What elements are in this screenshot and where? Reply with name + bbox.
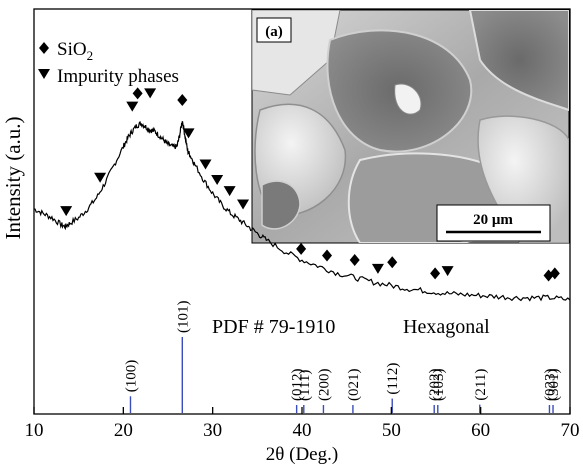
x-axis-ticks: 10 20 30 40 50 60 70 bbox=[25, 407, 580, 441]
sio2-marker bbox=[132, 87, 143, 100]
reference-caption: PDF # 79-1910 Hexagonal bbox=[212, 316, 490, 338]
impurity-marker bbox=[94, 172, 107, 183]
sio2-marker bbox=[387, 256, 398, 269]
legend-sio2-symbol bbox=[39, 42, 49, 54]
sio2-marker bbox=[296, 242, 307, 255]
sio2-marker bbox=[549, 267, 560, 280]
x-tick-label: 40 bbox=[293, 420, 312, 441]
impurity-marker bbox=[199, 159, 212, 170]
x-tick-label: 70 bbox=[561, 420, 580, 441]
hkl-label: (021) bbox=[346, 369, 362, 402]
hkl-label: (301) bbox=[546, 369, 562, 402]
hkl-label: (023) bbox=[543, 369, 559, 402]
x-axis-title: 2θ (Deg.) bbox=[266, 444, 338, 465]
hkl-label: (100) bbox=[124, 360, 140, 393]
hkl-label: (101) bbox=[175, 301, 191, 334]
xrd-pattern-line bbox=[33, 120, 571, 302]
crystal-system-label: Hexagonal bbox=[403, 316, 490, 338]
impurity-marker bbox=[237, 199, 250, 210]
hkl-label: (202) bbox=[427, 369, 443, 402]
x-tick-label: 30 bbox=[203, 420, 222, 441]
reference-hkl-labels: (100) (101) (012)(111) (200) (021) (112) (202)… bbox=[124, 301, 563, 402]
pdf-card-label: PDF # 79-1910 bbox=[212, 316, 335, 338]
sio2-marker bbox=[430, 267, 441, 280]
impurity-marker bbox=[441, 266, 454, 277]
sem-inset-image: (a) 20 μm bbox=[251, 9, 570, 244]
legend-label-impurity: Impurity phases bbox=[57, 66, 179, 87]
x-tick-label: 20 bbox=[114, 420, 133, 441]
impurity-marker bbox=[223, 186, 236, 197]
legend: SiO2 Impurity phases bbox=[38, 39, 179, 87]
phase-markers bbox=[60, 87, 560, 282]
impurity-marker bbox=[60, 206, 73, 217]
x-tick-label: 10 bbox=[25, 420, 44, 441]
inset-panel-label: (a) bbox=[265, 24, 283, 40]
scale-bar-label: 20 μm bbox=[473, 212, 513, 228]
hkl-label: (211) bbox=[473, 369, 489, 401]
sio2-marker bbox=[349, 254, 360, 266]
sio2-marker bbox=[322, 249, 333, 262]
hkl-label: (112) bbox=[385, 363, 401, 395]
reference-peaks bbox=[129, 337, 554, 413]
x-tick-label: 50 bbox=[382, 420, 401, 441]
impurity-marker bbox=[144, 88, 157, 99]
impurity-marker bbox=[126, 101, 139, 112]
impurity-marker bbox=[211, 175, 224, 185]
hkl-label: (111) bbox=[297, 370, 313, 401]
impurity-marker bbox=[371, 263, 384, 274]
legend-impurity-symbol bbox=[38, 69, 50, 79]
legend-label-sio2: SiO2 bbox=[57, 39, 93, 63]
y-axis-title: Intensity (a.u.) bbox=[1, 116, 25, 239]
hkl-label: (103) bbox=[431, 369, 447, 402]
hkl-label: (200) bbox=[316, 369, 332, 402]
x-tick-label: 60 bbox=[471, 420, 490, 441]
sio2-marker bbox=[177, 94, 188, 106]
impurity-marker bbox=[182, 128, 195, 139]
hkl-label: (012) bbox=[290, 369, 306, 402]
